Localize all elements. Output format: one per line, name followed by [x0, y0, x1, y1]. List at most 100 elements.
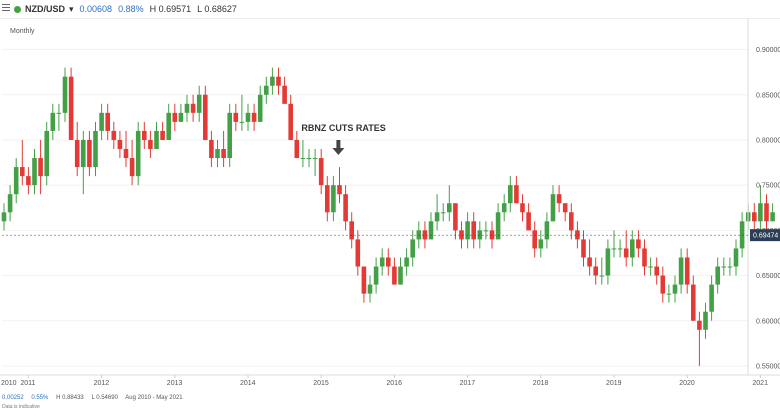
candle: [544, 212, 550, 249]
candle-body: [343, 194, 348, 222]
candle-body: [636, 239, 641, 249]
candle-body: [556, 194, 562, 204]
candle: [386, 248, 391, 276]
candle: [13, 158, 19, 204]
candle-body: [294, 139, 300, 159]
candle: [251, 103, 257, 131]
candle-body: [440, 212, 446, 214]
candle: [422, 221, 428, 249]
candle: [483, 221, 489, 240]
candle: [489, 221, 495, 249]
x-tick-label: 2012: [94, 380, 110, 387]
candle-body: [764, 203, 769, 222]
candle-body: [471, 221, 476, 240]
candle-body: [337, 185, 342, 195]
candle: [288, 94, 293, 140]
candle: [770, 203, 775, 222]
y-tick-label: 0.85000: [756, 92, 780, 99]
candle: [691, 275, 696, 321]
candle-body: [56, 112, 62, 114]
candle-body: [111, 130, 117, 140]
candle: [764, 194, 769, 231]
candle-body: [306, 158, 312, 160]
menu-icon[interactable]: [2, 4, 10, 13]
candle-body: [20, 167, 25, 177]
y-tick-label: 0.75000: [756, 183, 780, 190]
candle: [428, 212, 434, 240]
candle: [32, 149, 37, 195]
current-price-tag: [750, 229, 780, 242]
candle: [416, 221, 422, 249]
candle: [623, 230, 629, 267]
candle: [276, 67, 281, 95]
candle-body: [392, 266, 397, 285]
disclaimer-text: Data is indicative: [2, 404, 40, 410]
candle-body: [331, 185, 336, 213]
candle-body: [758, 203, 763, 222]
range-change: 0.00252: [2, 395, 24, 401]
candle-body: [447, 203, 452, 213]
market-status-dot: [14, 5, 21, 13]
candle: [160, 121, 165, 140]
y-tick-label: 0.55000: [756, 363, 780, 370]
range-change-pct: 0.55%: [31, 395, 49, 401]
candle: [538, 230, 544, 258]
candle: [392, 257, 397, 285]
candle-body: [221, 149, 226, 159]
candle: [209, 130, 214, 168]
candle-body: [117, 139, 123, 149]
candle-body: [300, 158, 306, 160]
candle-body: [282, 85, 287, 104]
candle: [587, 239, 592, 276]
candle-body: [74, 139, 80, 168]
date-range: Aug 2010 - May 2021: [125, 395, 183, 401]
candle: [215, 139, 220, 168]
candle-body: [495, 212, 501, 240]
candle-body: [684, 257, 690, 285]
candle: [367, 275, 373, 303]
candle: [294, 130, 300, 159]
candle: [355, 230, 361, 276]
candle-body: [459, 230, 464, 240]
candle-body: [209, 139, 214, 159]
candle-body: [691, 284, 696, 321]
candle-body: [410, 239, 415, 258]
candle: [666, 284, 672, 303]
candle-body: [68, 76, 74, 140]
candle-body: [227, 112, 232, 159]
candle: [233, 103, 239, 131]
candle-body: [361, 266, 367, 294]
candle: [715, 257, 720, 294]
symbol-label[interactable]: NZD/USD: [25, 4, 65, 14]
candle: [410, 230, 415, 267]
x-tick-label: 2010: [1, 380, 17, 387]
x-tick-label: 2020: [679, 380, 695, 387]
candle-body: [325, 185, 330, 213]
candle-body: [428, 221, 434, 240]
candle: [312, 149, 318, 177]
candle-body: [544, 221, 550, 240]
candle-body: [178, 112, 184, 122]
candle-body: [599, 275, 605, 277]
candle: [703, 302, 708, 339]
candle-body: [623, 248, 629, 258]
candle: [68, 67, 74, 140]
candle: [459, 221, 464, 249]
candle: [50, 103, 56, 140]
candlestick-chart[interactable]: 0.550000.600000.650000.700000.750000.800…: [0, 18, 780, 393]
x-tick-label: 2021: [752, 380, 768, 387]
candle: [495, 203, 501, 240]
candle-body: [172, 112, 178, 122]
candle: [532, 221, 537, 258]
candle-body: [318, 158, 324, 186]
candle: [697, 311, 702, 366]
candle: [87, 130, 92, 177]
chevron-down-icon[interactable]: ▾: [69, 3, 74, 14]
candle: [721, 257, 727, 276]
candle: [135, 121, 141, 186]
candle: [343, 185, 348, 231]
candle: [123, 130, 129, 168]
candle-body: [678, 257, 684, 285]
candle: [630, 230, 635, 267]
candle-body: [654, 266, 659, 276]
